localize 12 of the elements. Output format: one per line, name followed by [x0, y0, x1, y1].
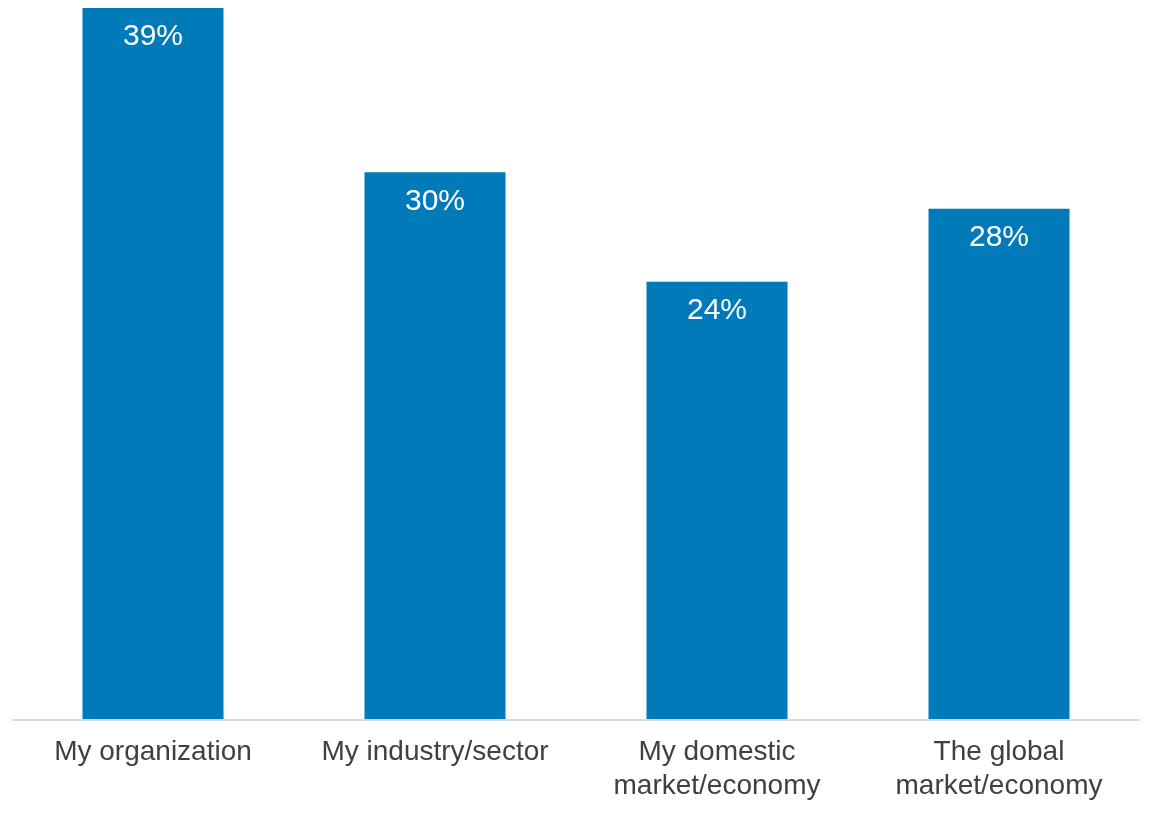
bar — [646, 281, 788, 720]
data-label: 30% — [404, 182, 466, 216]
data-label: 24% — [686, 292, 748, 326]
x-tick-label: My industry/sector — [321, 735, 549, 766]
bar — [364, 172, 506, 720]
bar — [928, 208, 1070, 720]
bar — [82, 8, 224, 720]
data-label: 39% — [122, 18, 184, 52]
x-tick-label: The global market/economy — [895, 735, 1103, 800]
x-tick-label: My organization — [54, 735, 252, 766]
x-tick-label: My domestic market/economy — [613, 735, 821, 800]
data-label: 28% — [968, 219, 1030, 253]
